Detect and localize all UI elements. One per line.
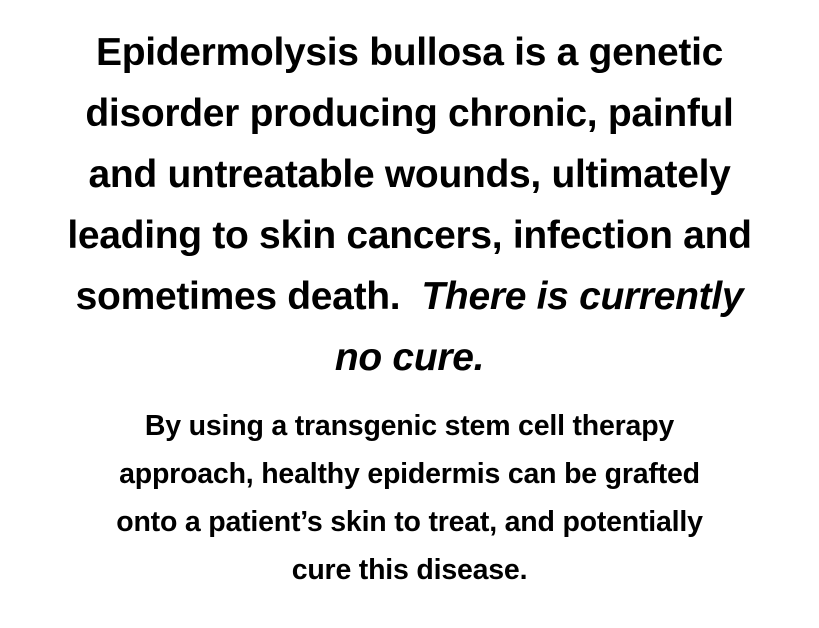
body-line: By using a transgenic stem cell therapy bbox=[144, 410, 675, 442]
headline-line: disorder producing chronic, painful bbox=[85, 92, 734, 135]
body-line: onto a patient’s skin to treat, and pote… bbox=[116, 506, 703, 538]
headline-plain-text: sometimes death. bbox=[75, 275, 401, 318]
headline-line: Epidermolysis bullosa is a genetic bbox=[95, 31, 724, 74]
headline-line: leading to skin cancers, infection and bbox=[67, 214, 752, 257]
headline-line-mixed: sometimes death. There is currently bbox=[0, 266, 819, 327]
headline-emphasis-text: no cure. bbox=[334, 336, 485, 379]
headline-line: and untreatable wounds, ultimately bbox=[88, 153, 731, 196]
body-line: cure this disease. bbox=[291, 554, 528, 586]
therapy-statement: By using a transgenic stem cell therapy … bbox=[0, 402, 819, 594]
body-line: approach, healthy epidermis can be graft… bbox=[119, 458, 700, 490]
headline-emphasis-text: There is currently bbox=[421, 275, 744, 318]
headline-statement: Epidermolysis bullosa is a genetic disor… bbox=[0, 22, 819, 388]
